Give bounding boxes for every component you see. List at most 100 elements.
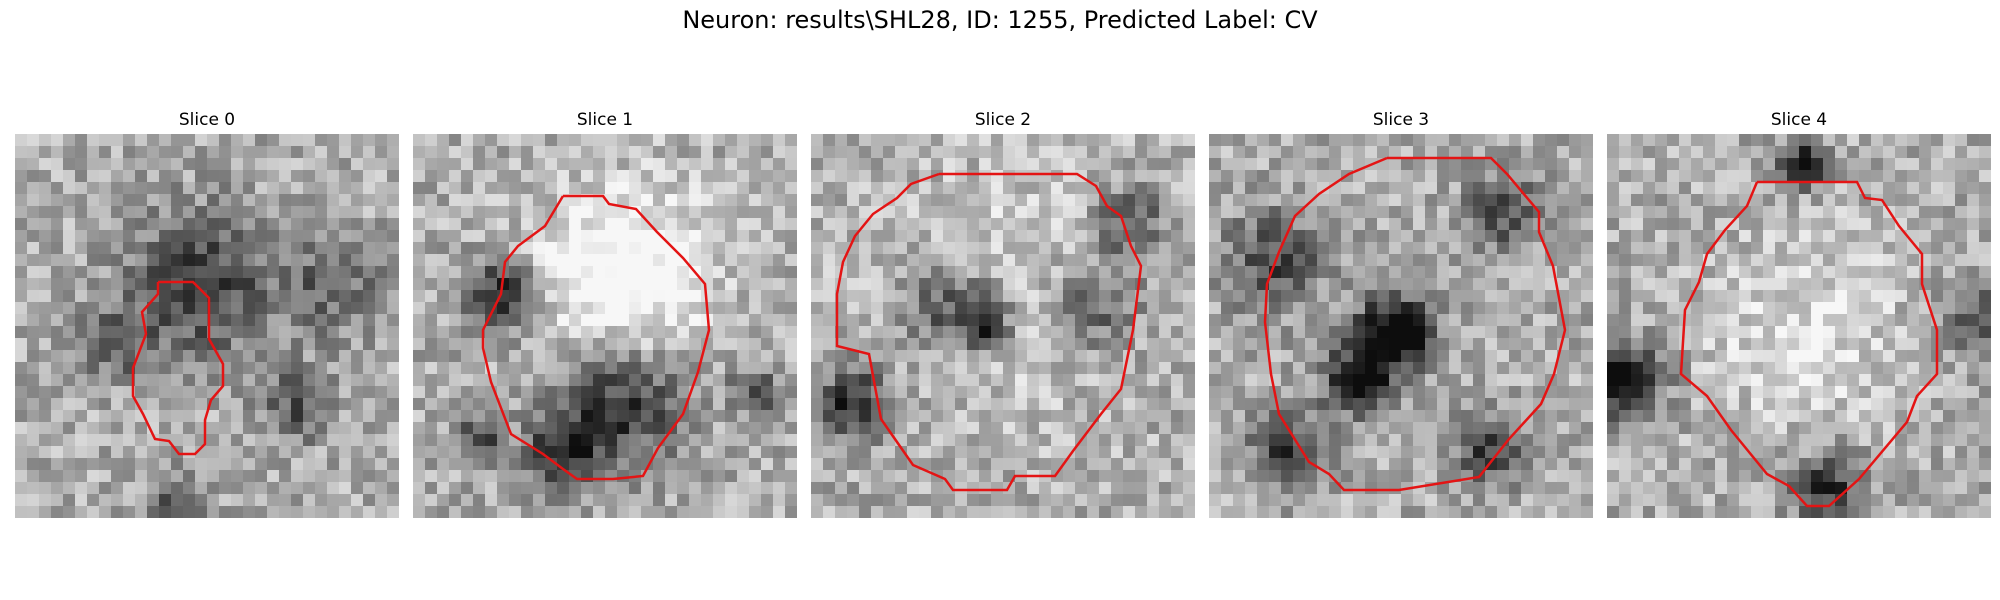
pixel [291,242,303,254]
pixel [255,170,267,182]
pixel [1859,362,1871,374]
pixel [1365,374,1377,386]
pixel [51,482,63,494]
pixel [123,422,135,434]
pixel [123,182,135,194]
pixel [883,206,895,218]
pixel [1233,230,1245,242]
pixel [1643,374,1655,386]
pixel [1341,374,1353,386]
pixel [1281,410,1293,422]
pixel [1245,146,1257,158]
pixel [1209,338,1221,350]
pixel [737,458,749,470]
pixel [1859,302,1871,314]
pixel [339,350,351,362]
pixel [1823,386,1835,398]
pixel [1389,458,1401,470]
slice-title: Slice 2 [974,110,1032,130]
pixel [1449,266,1461,278]
pixel [147,506,159,518]
pixel [1209,230,1221,242]
pixel [919,410,931,422]
pixel [1039,446,1051,458]
pixel [1461,182,1473,194]
pixel [1799,254,1811,266]
pixel [1281,314,1293,326]
pixel [159,218,171,230]
pixel [75,326,87,338]
pixel [1171,398,1183,410]
pixel [159,386,171,398]
pixel [1111,170,1123,182]
pixel [1365,302,1377,314]
pixel [1281,446,1293,458]
pixel [823,278,835,290]
pixel [1317,158,1329,170]
pixel [1135,134,1147,146]
pixel [1619,326,1631,338]
pixel [15,458,27,470]
pixel [713,434,725,446]
pixel [1557,278,1569,290]
pixel [1823,398,1835,410]
pixel [63,266,75,278]
pixel [1799,278,1811,290]
pixel [87,242,99,254]
pixel [279,482,291,494]
pixel [1859,170,1871,182]
pixel [761,146,773,158]
pixel [1943,302,1955,314]
pixel [1365,458,1377,470]
pixel [1075,458,1087,470]
pixel [207,422,219,434]
pixel [461,386,473,398]
pixel [1087,206,1099,218]
pixel [1365,278,1377,290]
pixel [605,338,617,350]
pixel [183,350,195,362]
pixel [1159,206,1171,218]
pixel [1051,422,1063,434]
pixel [1533,458,1545,470]
pixel [375,362,387,374]
pixel [713,242,725,254]
pixel [1171,314,1183,326]
pixel [1245,446,1257,458]
pixel [509,398,521,410]
pixel [871,146,883,158]
pixel [1631,386,1643,398]
pixel [1389,230,1401,242]
pixel [1377,134,1389,146]
pixel [943,134,955,146]
pixel [39,470,51,482]
pixel [1233,422,1245,434]
pixel [967,242,979,254]
pixel [243,494,255,506]
pixel [1667,266,1679,278]
pixel [1787,194,1799,206]
pixel [785,362,797,374]
pixel [1811,230,1823,242]
pixel [1703,230,1715,242]
pixel [1979,158,1991,170]
pixel [87,374,99,386]
pixel [907,446,919,458]
pixel [1341,470,1353,482]
pixel [509,338,521,350]
pixel [859,194,871,206]
pixel [413,146,425,158]
pixel [1437,170,1449,182]
pixel [725,398,737,410]
pixel [1581,290,1593,302]
pixel [327,386,339,398]
pixel [1413,266,1425,278]
pixel [1135,374,1147,386]
pixel [303,146,315,158]
pixel [1221,170,1233,182]
pixel [1075,398,1087,410]
pixel [785,254,797,266]
pixel [87,302,99,314]
pixel [1413,290,1425,302]
pixel [1557,434,1569,446]
